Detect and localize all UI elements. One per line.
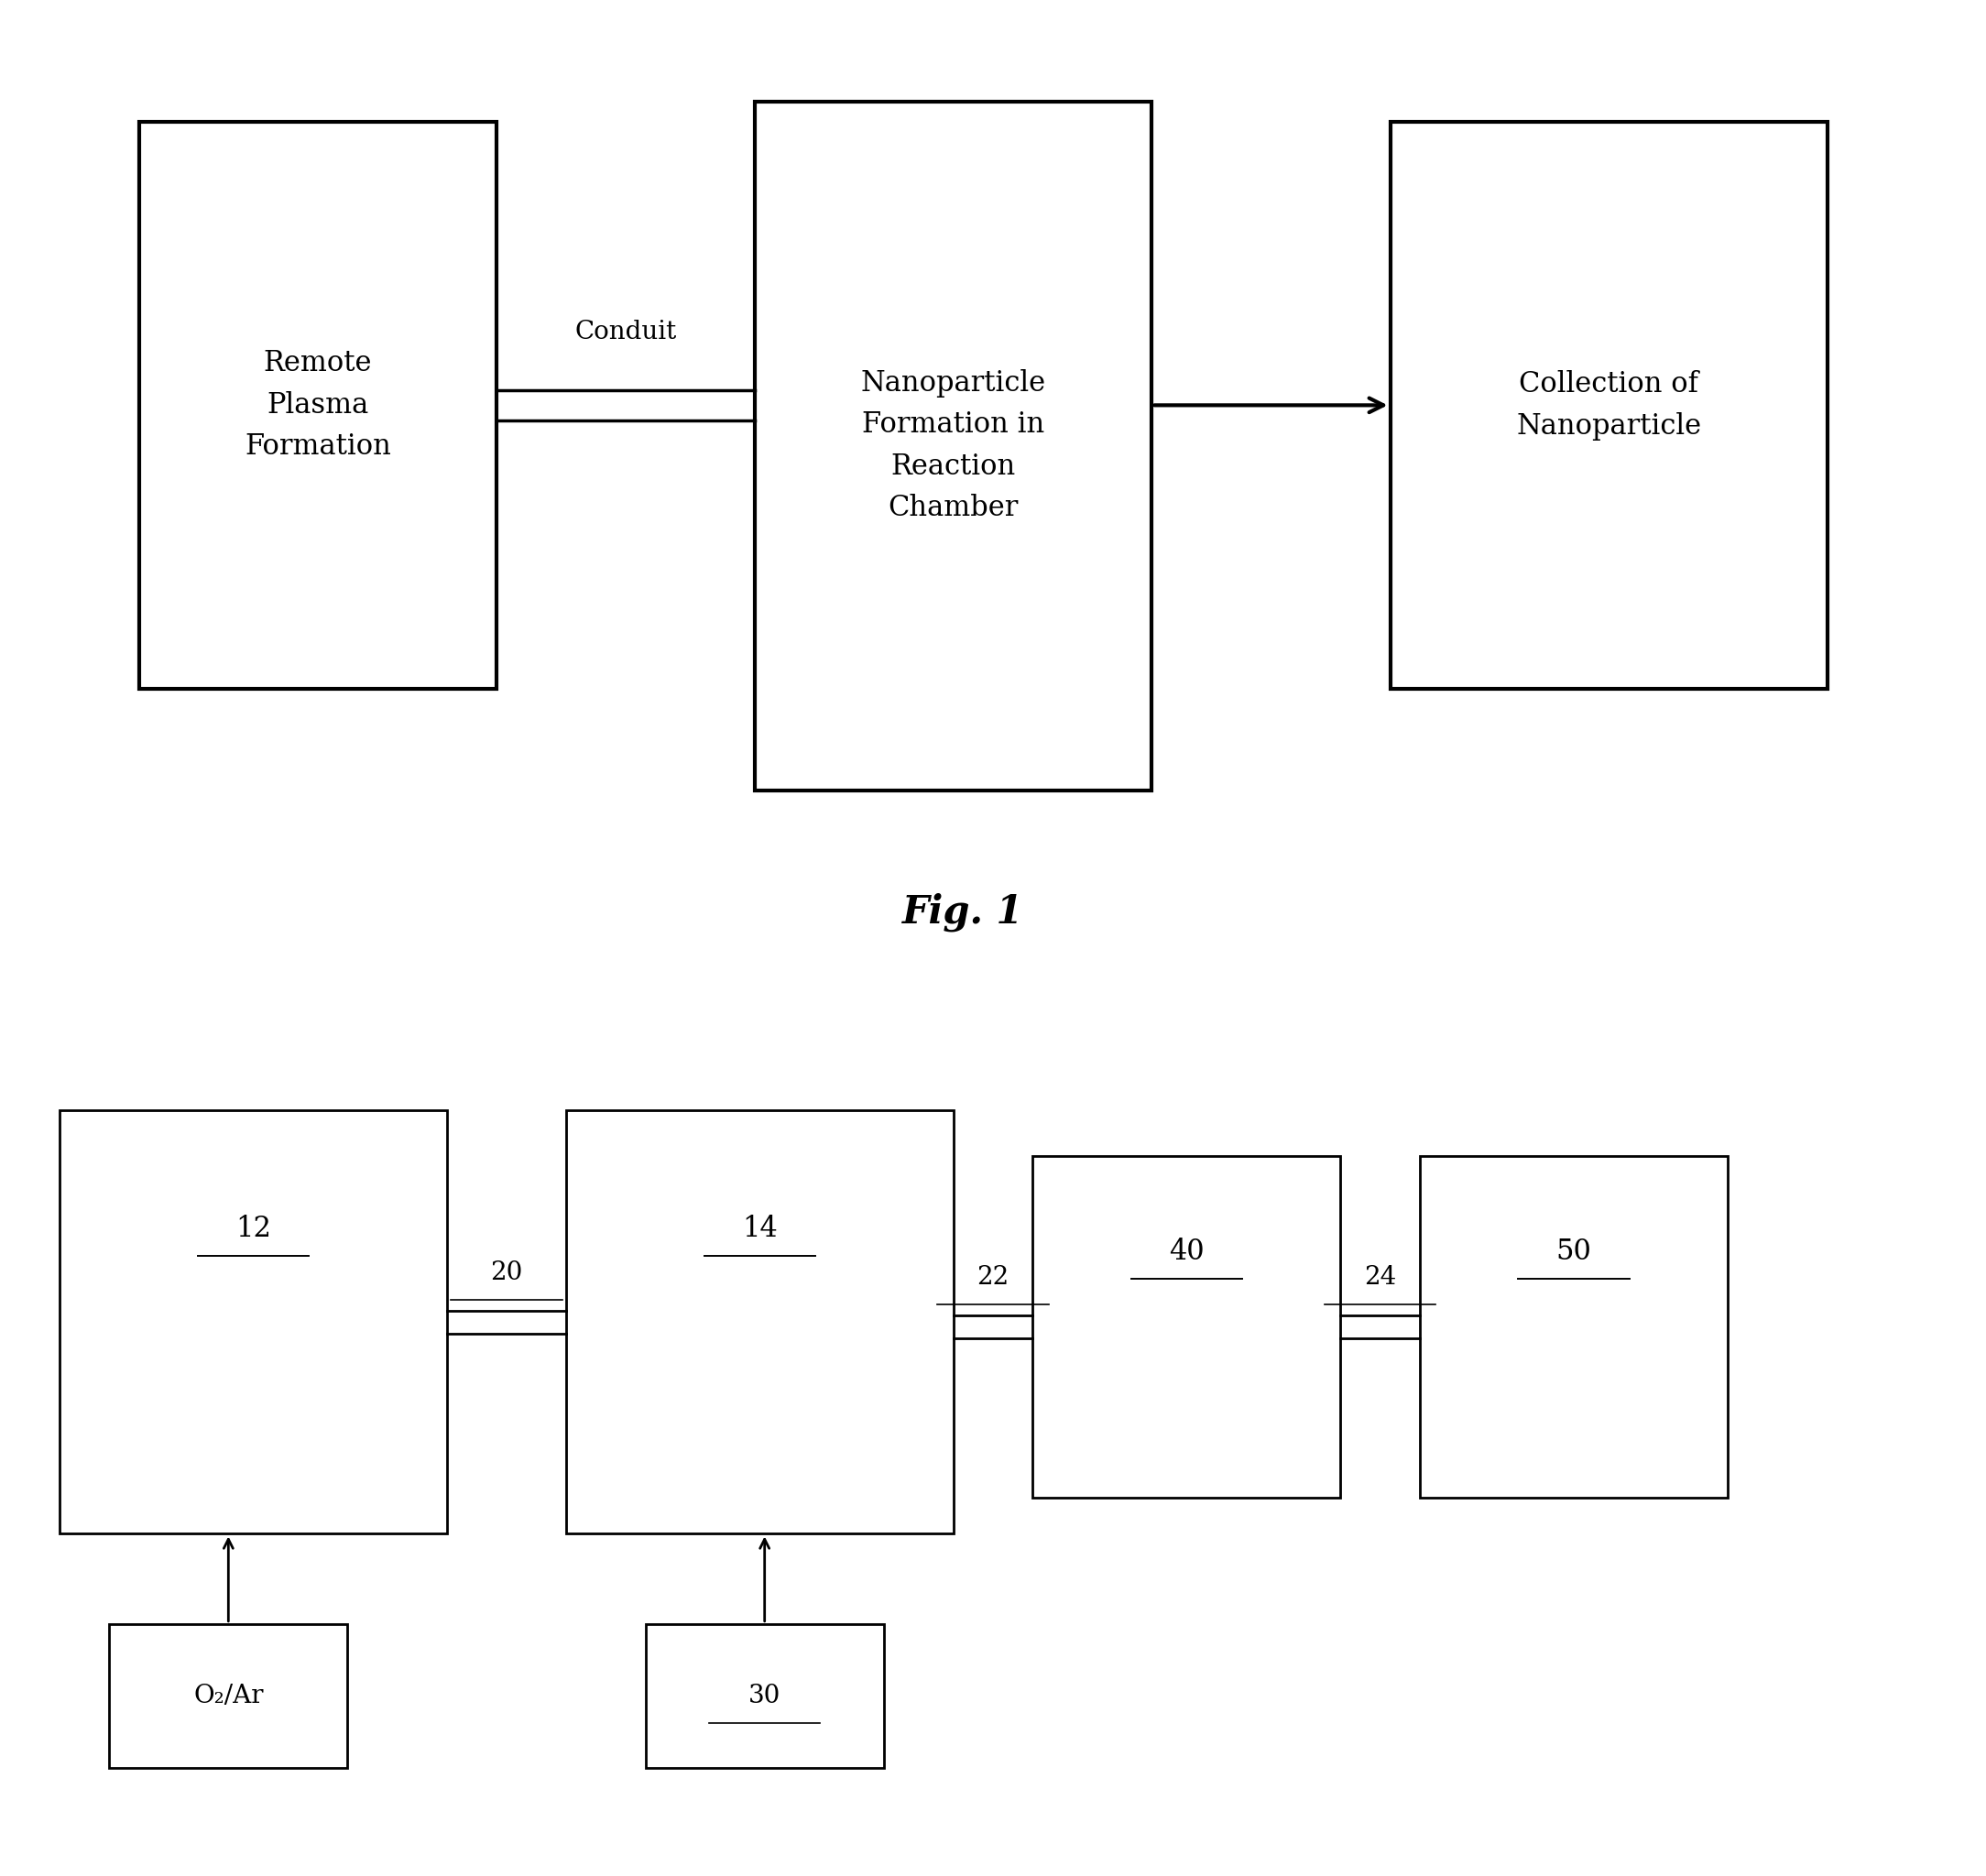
FancyBboxPatch shape: [755, 101, 1152, 790]
FancyBboxPatch shape: [566, 1111, 953, 1535]
Text: 22: 22: [977, 1264, 1009, 1289]
FancyBboxPatch shape: [1390, 122, 1827, 688]
FancyBboxPatch shape: [1033, 1156, 1341, 1497]
Text: 20: 20: [491, 1261, 522, 1285]
FancyBboxPatch shape: [645, 1625, 884, 1767]
Text: Conduit: Conduit: [574, 319, 677, 345]
FancyBboxPatch shape: [1420, 1156, 1728, 1497]
FancyBboxPatch shape: [109, 1625, 348, 1767]
Text: 30: 30: [749, 1683, 780, 1709]
FancyBboxPatch shape: [60, 1111, 447, 1535]
Text: 12: 12: [236, 1216, 270, 1244]
Text: Nanoparticle
Formation in
Reaction
Chamber: Nanoparticle Formation in Reaction Chamb…: [860, 370, 1047, 522]
Text: 24: 24: [1364, 1264, 1396, 1289]
Text: 14: 14: [743, 1216, 777, 1244]
Text: Collection of
Nanoparticle: Collection of Nanoparticle: [1515, 370, 1702, 441]
Text: Remote
Plasma
Formation: Remote Plasma Formation: [244, 349, 391, 461]
Text: O₂/Ar: O₂/Ar: [193, 1683, 264, 1709]
Text: 50: 50: [1557, 1238, 1591, 1266]
Text: 40: 40: [1170, 1238, 1204, 1266]
FancyBboxPatch shape: [139, 122, 496, 688]
Text: Fig. 1: Fig. 1: [902, 893, 1025, 930]
